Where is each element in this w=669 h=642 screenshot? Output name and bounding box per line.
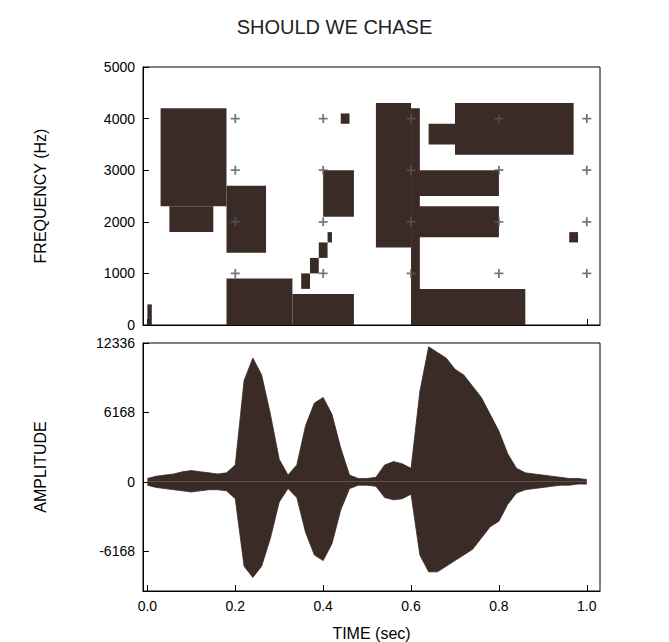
svg-text:0: 0 — [127, 317, 135, 333]
svg-text:1.0: 1.0 — [577, 598, 597, 614]
svg-text:TIME (sec): TIME (sec) — [332, 625, 410, 642]
svg-text:0: 0 — [127, 474, 135, 490]
svg-text:3000: 3000 — [104, 162, 135, 178]
svg-text:FREQUENCY (Hz): FREQUENCY (Hz) — [32, 129, 49, 264]
svg-text:SHOULD WE CHASE: SHOULD WE CHASE — [237, 16, 433, 38]
svg-text:0.6: 0.6 — [401, 598, 421, 614]
svg-text:0.2: 0.2 — [226, 598, 246, 614]
svg-text:4000: 4000 — [104, 111, 135, 127]
svg-text:-6168: -6168 — [99, 543, 135, 559]
svg-text:6168: 6168 — [104, 404, 135, 420]
svg-text:0.4: 0.4 — [313, 598, 333, 614]
svg-text:AMPLITUDE: AMPLITUDE — [32, 421, 49, 513]
svg-text:1000: 1000 — [104, 265, 135, 281]
svg-text:0.0: 0.0 — [138, 598, 158, 614]
svg-text:2000: 2000 — [104, 214, 135, 230]
svg-text:0.8: 0.8 — [489, 598, 509, 614]
svg-text:12336: 12336 — [96, 335, 135, 351]
svg-text:5000: 5000 — [104, 59, 135, 75]
